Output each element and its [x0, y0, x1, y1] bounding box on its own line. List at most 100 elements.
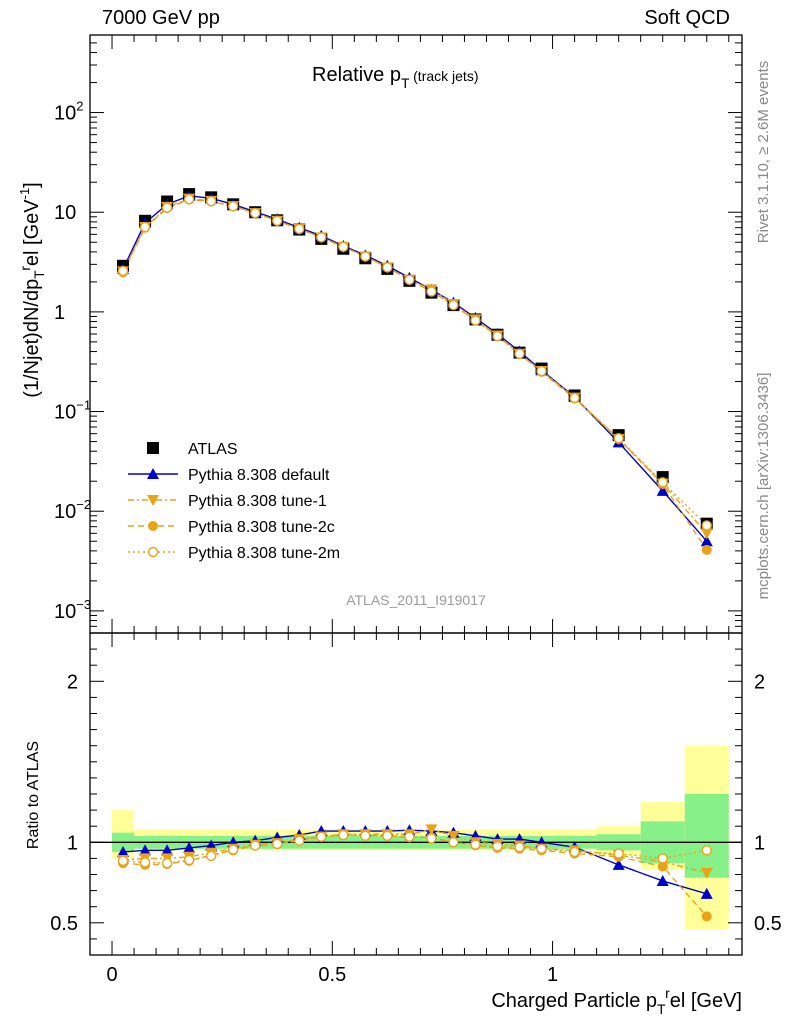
legend-label-4: Pythia 8.308 tune-2m: [188, 545, 340, 562]
ratio-series-0-point: [139, 844, 152, 856]
series-4-point: [514, 348, 525, 359]
ratio-series-2-point: [701, 911, 712, 922]
ratio-series-3-point: [360, 830, 371, 842]
legend-marker-1: [147, 468, 159, 479]
legend-label-1: Pythia 8.308 default: [188, 467, 330, 484]
y-tick-label-1: 10: [54, 202, 76, 224]
series-4-point: [448, 299, 459, 311]
legend-label-2: Pythia 8.308 tune-1: [188, 493, 327, 510]
ratio-series-3-point: [139, 857, 151, 868]
ratio-series-3-point: [117, 855, 129, 867]
ratio-series-3-point: [657, 853, 668, 864]
ratio-plot-frame: [89, 632, 743, 956]
side-text-mcplots: mcplots.cern.ch [arXiv:1306.3436]: [755, 373, 772, 600]
series-4-point: [161, 202, 173, 213]
ratio-series-0-point: [183, 841, 196, 853]
series-4-point: [404, 274, 415, 285]
analysis-label: ATLAS_2011_I919017: [346, 592, 486, 608]
series-4-point: [657, 477, 668, 488]
series-4-point: [536, 365, 547, 377]
y-tick-label-3: 10−1: [54, 398, 91, 424]
ratio-series-0-point: [117, 845, 130, 857]
ratio-series-0-point: [656, 874, 669, 886]
x-tick-label-1: 0.5: [318, 964, 346, 986]
series-4-point: [272, 215, 283, 227]
series-4-point: [569, 392, 580, 404]
ratio-series-3-point: [613, 848, 624, 859]
ratio-series-3-point: [227, 844, 239, 855]
ratio-y-tick-label-right-2: 0.5: [754, 913, 782, 935]
ratio-y-tick-label-right-0: 2: [754, 671, 765, 693]
ratio-y-tick-label-1: 1: [67, 832, 78, 854]
series-4-point: [205, 196, 217, 207]
ratio-series-3-point: [536, 843, 547, 854]
side-text-rivet: Rivet 3.1.10, ≥ 2.6M events: [755, 61, 772, 244]
ratio-series-1-point: [447, 830, 460, 842]
x-tick-label-2: 1: [547, 964, 558, 986]
ratio-series-1-point: [425, 824, 438, 836]
series-4-point: [117, 265, 129, 277]
ratio-series-1-point: [700, 867, 713, 879]
series-4-point: [426, 286, 437, 297]
ratio-series-3-point: [316, 831, 327, 842]
ratio-series-3-point: [448, 837, 459, 848]
ratio-series-3-point: [382, 830, 393, 842]
series-3-point: [701, 544, 712, 555]
ratio-series-3-point: [492, 841, 503, 852]
series-4-point: [382, 262, 393, 273]
x-tick-label-0: 0: [106, 964, 117, 986]
ratio-series-3-point: [514, 841, 525, 853]
series-4-point: [338, 241, 349, 252]
series-4-point: [492, 331, 503, 342]
series-4-point: [294, 223, 305, 235]
series-4-point: [701, 520, 712, 531]
series-4-point: [183, 194, 195, 205]
y-tick-label-4: 10−2: [54, 497, 91, 523]
ratio-series-3-point: [338, 829, 349, 841]
header-collision-label: 7000 GeV pp: [102, 7, 220, 29]
ratio-series-3-point: [569, 846, 580, 858]
ratio-series-3-point: [470, 839, 481, 850]
y-tick-label-2: 1: [54, 302, 65, 324]
legend-marker-0: [147, 442, 159, 454]
x-axis-label: Charged Particle pTrel [GeV]: [491, 985, 742, 1017]
series-line-1: [122, 195, 708, 542]
ratio-band-green: [684, 794, 729, 878]
ratio-series-3-point: [272, 838, 283, 850]
series-4-point: [470, 315, 481, 326]
ratio-series-3-point: [205, 850, 217, 862]
ratio-series-3-point: [426, 833, 437, 844]
header-process-label: Soft QCD: [644, 7, 730, 29]
series-4-point: [613, 433, 624, 444]
y-tick-label-5: 10−3: [54, 597, 91, 623]
ratio-y-tick-label-0: 2: [67, 671, 78, 693]
ratio-series-3-point: [294, 835, 305, 846]
ratio-series-line-0: [122, 829, 707, 895]
legend-label-3: Pythia 8.308 tune-2c: [188, 519, 335, 536]
ratio-y-tick-label-right-1: 1: [754, 832, 765, 854]
series-4-point: [139, 221, 151, 233]
chart-title: Relative pT (track jets): [312, 64, 478, 91]
ratio-y-axis-label: Ratio to ATLAS: [25, 741, 42, 849]
series-4-point: [360, 251, 371, 262]
series-4-point: [227, 200, 239, 212]
main-plot-frame: [89, 34, 743, 634]
ratio-series-3-point: [701, 845, 712, 856]
legend-marker-3: [148, 521, 158, 531]
legend-label-0: ATLAS: [188, 441, 238, 458]
ratio-series-0-point: [161, 844, 174, 856]
series-1-point: [700, 535, 713, 547]
ratio-series-3-point: [183, 854, 195, 866]
ratio-y-tick-label-2: 0.5: [50, 913, 78, 935]
legend-marker-2: [147, 495, 159, 506]
ratio-series-0-point: [700, 887, 713, 899]
series-1-point: [656, 484, 669, 496]
ratio-series-3-point: [404, 831, 415, 842]
series-2-point: [700, 528, 713, 540]
series-4-point: [316, 232, 327, 243]
y-tick-label-0: 102: [54, 99, 83, 125]
ratio-series-3-point: [161, 858, 173, 869]
y-axis-label: (1/Njet)dN/dpTrel [GeV-1]: [17, 182, 47, 397]
series-4-point: [250, 207, 261, 219]
